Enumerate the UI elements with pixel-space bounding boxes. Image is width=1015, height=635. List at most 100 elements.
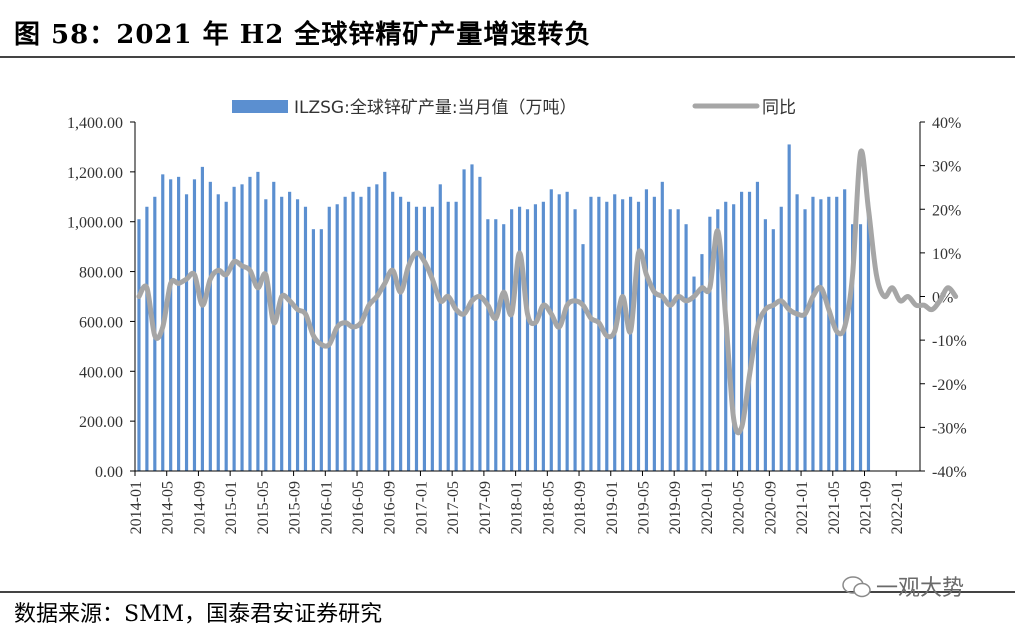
bar <box>351 191 355 472</box>
bar <box>359 196 363 472</box>
bar <box>169 179 173 471</box>
title-divider <box>0 56 1015 58</box>
x-tick-label: 2017-05 <box>445 481 462 534</box>
x-axis-ticks: 2014-01 2014-05 2014-09 2015-01 2015-05 2015-… <box>128 471 906 534</box>
legend-line-label: 同比 <box>762 98 796 118</box>
bar <box>510 209 514 471</box>
left-tick-label: 1,000.00 <box>67 215 123 232</box>
bar <box>177 176 181 471</box>
right-tick-label: -40% <box>932 464 967 481</box>
x-tick-label: 2020-01 <box>699 481 716 534</box>
bar <box>208 181 212 471</box>
bar <box>256 171 260 471</box>
bar <box>470 164 474 471</box>
bar <box>708 216 712 471</box>
bar <box>692 276 696 471</box>
left-tick-label: 800.00 <box>79 265 123 282</box>
x-tick-label: 2014-09 <box>191 481 208 534</box>
bar <box>406 201 411 471</box>
bar <box>248 176 252 471</box>
bar <box>240 184 244 472</box>
bar <box>652 196 656 472</box>
bar <box>192 179 197 471</box>
watermark-text: 一观大势 <box>876 576 965 601</box>
line-series <box>136 148 959 436</box>
chart: ILZSG:全球锌矿产量:当月值（万吨） 同比 0.00 200.00 400.00… <box>67 98 967 534</box>
bar <box>311 229 315 471</box>
bar <box>525 209 530 471</box>
left-tick-label: 1,400.00 <box>67 115 123 132</box>
bar <box>732 204 736 471</box>
bar <box>716 209 720 471</box>
bar <box>565 191 569 472</box>
source-divider <box>0 591 1015 593</box>
bar <box>644 189 649 472</box>
x-tick-label: 2016-01 <box>318 481 335 534</box>
bar <box>517 206 522 471</box>
x-tick-label: 2020-09 <box>762 481 779 534</box>
bar <box>494 219 498 471</box>
x-tick-label: 2019-01 <box>604 481 621 534</box>
bar <box>549 189 553 472</box>
bar <box>288 191 292 472</box>
x-tick-label: 2014-01 <box>128 481 145 534</box>
left-tick-label: 400.00 <box>79 364 123 381</box>
figure-title: 图 58：2021 年 H2 全球锌精矿产量增速转负 <box>14 20 592 50</box>
legend-bar-swatch <box>232 100 288 113</box>
bar <box>779 206 783 471</box>
bar-series <box>137 144 871 472</box>
bar <box>740 191 744 472</box>
bar <box>700 254 704 471</box>
bar <box>763 219 767 471</box>
bar <box>216 194 220 472</box>
right-tick-label: 20% <box>932 202 961 219</box>
bar <box>636 201 641 471</box>
x-tick-label: 2021-09 <box>857 481 874 534</box>
x-tick-label: 2015-09 <box>287 481 304 534</box>
bar <box>795 194 799 472</box>
bar <box>771 229 775 471</box>
bar <box>866 201 871 471</box>
bar <box>327 206 331 471</box>
bar <box>589 196 593 472</box>
x-tick-label: 2015-01 <box>223 481 240 534</box>
right-tick-label: -10% <box>932 333 967 350</box>
x-tick-label: 2022-01 <box>889 481 906 534</box>
bar <box>478 176 482 471</box>
bar <box>303 206 308 471</box>
bar <box>533 204 538 471</box>
bar <box>858 224 863 471</box>
left-tick-label: 0.00 <box>95 464 123 481</box>
bar <box>676 209 680 471</box>
bar <box>375 184 379 472</box>
bar <box>597 196 601 472</box>
bar <box>668 209 672 471</box>
left-tick-label: 1,200.00 <box>67 165 123 182</box>
x-tick-label: 2016-09 <box>382 481 399 534</box>
left-tick-label: 600.00 <box>79 314 123 331</box>
watermark: 一观大势 <box>842 570 964 602</box>
right-tick-label: -20% <box>932 377 967 394</box>
wechat-icon <box>842 576 871 598</box>
bar <box>335 204 339 471</box>
bar <box>541 201 545 471</box>
bar <box>557 194 561 472</box>
bar <box>391 191 395 472</box>
bar <box>446 201 450 471</box>
bar <box>851 224 855 471</box>
x-tick-label: 2015-05 <box>255 481 272 534</box>
right-tick-label: 40% <box>932 115 961 132</box>
bar <box>184 194 189 472</box>
bar <box>462 169 466 471</box>
bar <box>747 191 752 472</box>
bar <box>272 181 276 471</box>
x-tick-label: 2019-05 <box>635 481 652 534</box>
bar <box>573 209 577 471</box>
x-tick-label: 2021-05 <box>826 481 843 534</box>
bar <box>264 199 268 471</box>
bar <box>145 206 149 471</box>
left-axis-ticks: 0.00 200.00 400.00 600.00 800.00 1,000.00 1,20… <box>67 115 135 481</box>
axes <box>134 122 921 472</box>
left-tick-label: 200.00 <box>79 414 123 431</box>
bar <box>454 201 458 471</box>
